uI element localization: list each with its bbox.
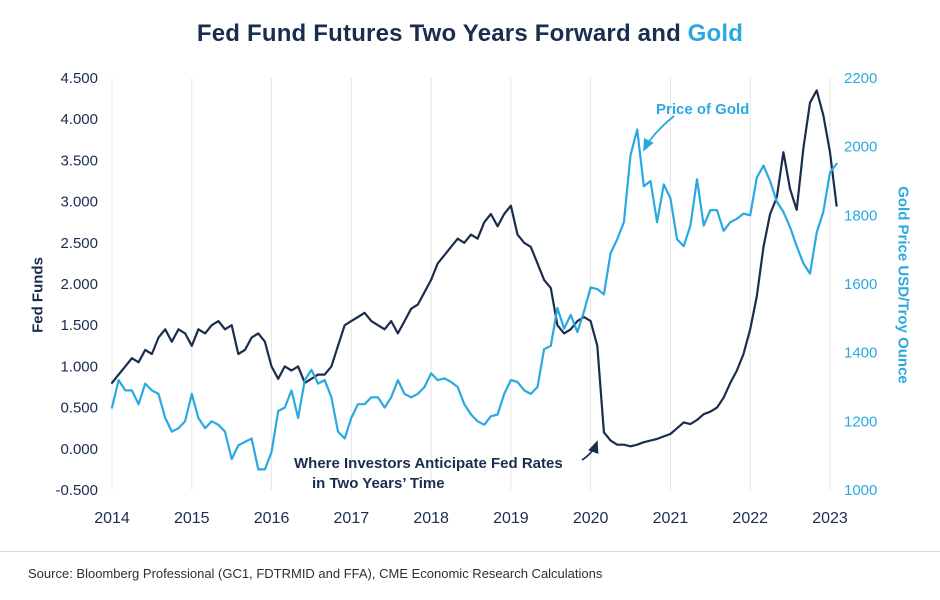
svg-text:4.000: 4.000 (60, 111, 98, 128)
svg-text:2017: 2017 (334, 510, 370, 527)
svg-text:1.000: 1.000 (60, 358, 98, 375)
svg-text:1600: 1600 (844, 276, 877, 293)
svg-text:2.500: 2.500 (60, 235, 98, 252)
svg-text:2016: 2016 (254, 510, 290, 527)
svg-text:1.500: 1.500 (60, 317, 98, 334)
annotation-fed-rates-line1: Where Investors Anticipate Fed Rates (294, 455, 563, 472)
svg-text:2000: 2000 (844, 139, 877, 156)
svg-text:1800: 1800 (844, 207, 877, 224)
svg-text:0.500: 0.500 (60, 400, 98, 417)
svg-text:2200: 2200 (844, 70, 877, 87)
svg-text:4.500: 4.500 (60, 70, 98, 87)
annotation-price-of-gold: Price of Gold (656, 101, 750, 118)
svg-text:3.500: 3.500 (60, 152, 98, 169)
source-note: Source: Bloomberg Professional (GC1, FDT… (28, 566, 603, 581)
annotation-fed-rates: Where Investors Anticipate Fed Rates in … (294, 454, 563, 494)
svg-text:2021: 2021 (653, 510, 689, 527)
svg-text:0.000: 0.000 (60, 441, 98, 458)
footer-divider (0, 551, 940, 552)
svg-text:2018: 2018 (413, 510, 449, 527)
chart-title-main: Fed Fund Futures Two Years Forward and (196, 20, 681, 47)
annotation-fed-rates-line2: in Two Years’ Time (312, 475, 445, 492)
chart-title: Fed Fund Futures Two Years Forward and Go… (0, 20, 940, 48)
svg-text:2022: 2022 (732, 510, 768, 527)
svg-text:1200: 1200 (844, 413, 877, 430)
svg-text:2019: 2019 (493, 510, 529, 527)
svg-text:1400: 1400 (844, 345, 877, 362)
svg-text:1000: 1000 (844, 482, 877, 499)
svg-text:2023: 2023 (812, 510, 848, 527)
chart-title-accent: Gold (687, 20, 744, 47)
svg-text:2015: 2015 (174, 510, 210, 527)
svg-text:2020: 2020 (573, 510, 609, 527)
svg-text:-0.500: -0.500 (55, 482, 98, 499)
svg-text:2.000: 2.000 (60, 276, 98, 293)
svg-text:2014: 2014 (94, 510, 130, 527)
svg-text:3.000: 3.000 (60, 194, 98, 211)
